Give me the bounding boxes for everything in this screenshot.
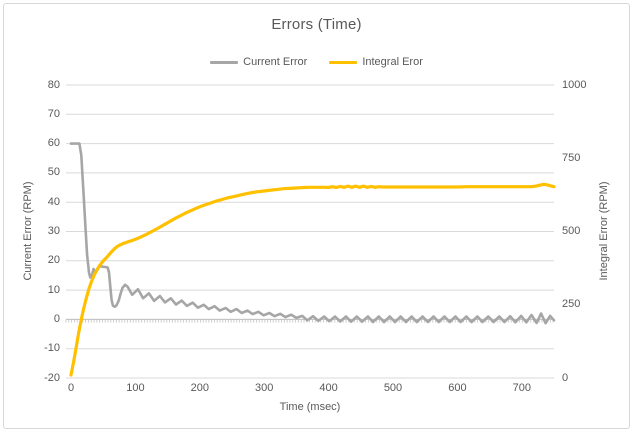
y-left-tick-label: -20 (44, 371, 60, 384)
chart-title: Errors (Time) (271, 16, 362, 33)
y-left-tick-label: 40 (47, 195, 60, 208)
y-left-tick-label: -10 (44, 342, 60, 355)
current-error-line[interactable] (69, 142, 556, 325)
legend-item-integral-error[interactable]: Integral Eror (329, 56, 423, 68)
y-left-tick-label: 0 (53, 312, 60, 325)
x-tick-label: 600 (448, 382, 467, 394)
y-left-axis-title: Current Error (RPM) (22, 181, 34, 281)
x-tick-label: 500 (383, 382, 403, 394)
legend: Current Error Integral Eror (4, 54, 629, 70)
integral-error-line-swatch (329, 60, 358, 64)
y-right-tick-label: 0 (562, 371, 569, 384)
y-right-tick-label: 1000 (562, 78, 587, 91)
y-left-tick-label: 80 (47, 78, 60, 91)
y-right-tick-label: 250 (562, 298, 581, 311)
x-tick-label: 400 (319, 382, 338, 394)
x-tick-label: 200 (190, 382, 209, 394)
y-left-tick-label: 30 (47, 225, 60, 237)
y-left-tick-label: 60 (47, 137, 60, 150)
plot-area[interactable] (4, 4, 629, 428)
x-tick-label: 100 (126, 382, 145, 394)
y-left-tick-label: 70 (47, 107, 60, 120)
x-axis-title: Time (msec) (279, 401, 341, 413)
legend-label-integral-error: Integral Eror (362, 56, 423, 68)
y-right-tick-label: 750 (562, 151, 581, 164)
y-right-axis-title: Integral Error (RPM) (598, 181, 610, 281)
y-left-tick-label: 10 (47, 283, 60, 296)
legend-label-current-error: Current Error (243, 56, 308, 68)
y-left-tick-label: 50 (47, 166, 60, 179)
x-tick-label: 0 (67, 382, 75, 394)
x-tick-label: 700 (512, 382, 531, 394)
chart-canvas[interactable]: Errors (Time) Current Error Integral Ero… (3, 3, 630, 429)
x-tick-label: 300 (255, 382, 274, 394)
current-error-line-swatch (210, 60, 239, 64)
y-left-tick-label: 20 (47, 254, 60, 267)
legend-item-current-error[interactable]: Current Error (210, 56, 307, 68)
integral-error-line[interactable] (69, 182, 556, 377)
y-right-tick-label: 500 (562, 225, 581, 237)
